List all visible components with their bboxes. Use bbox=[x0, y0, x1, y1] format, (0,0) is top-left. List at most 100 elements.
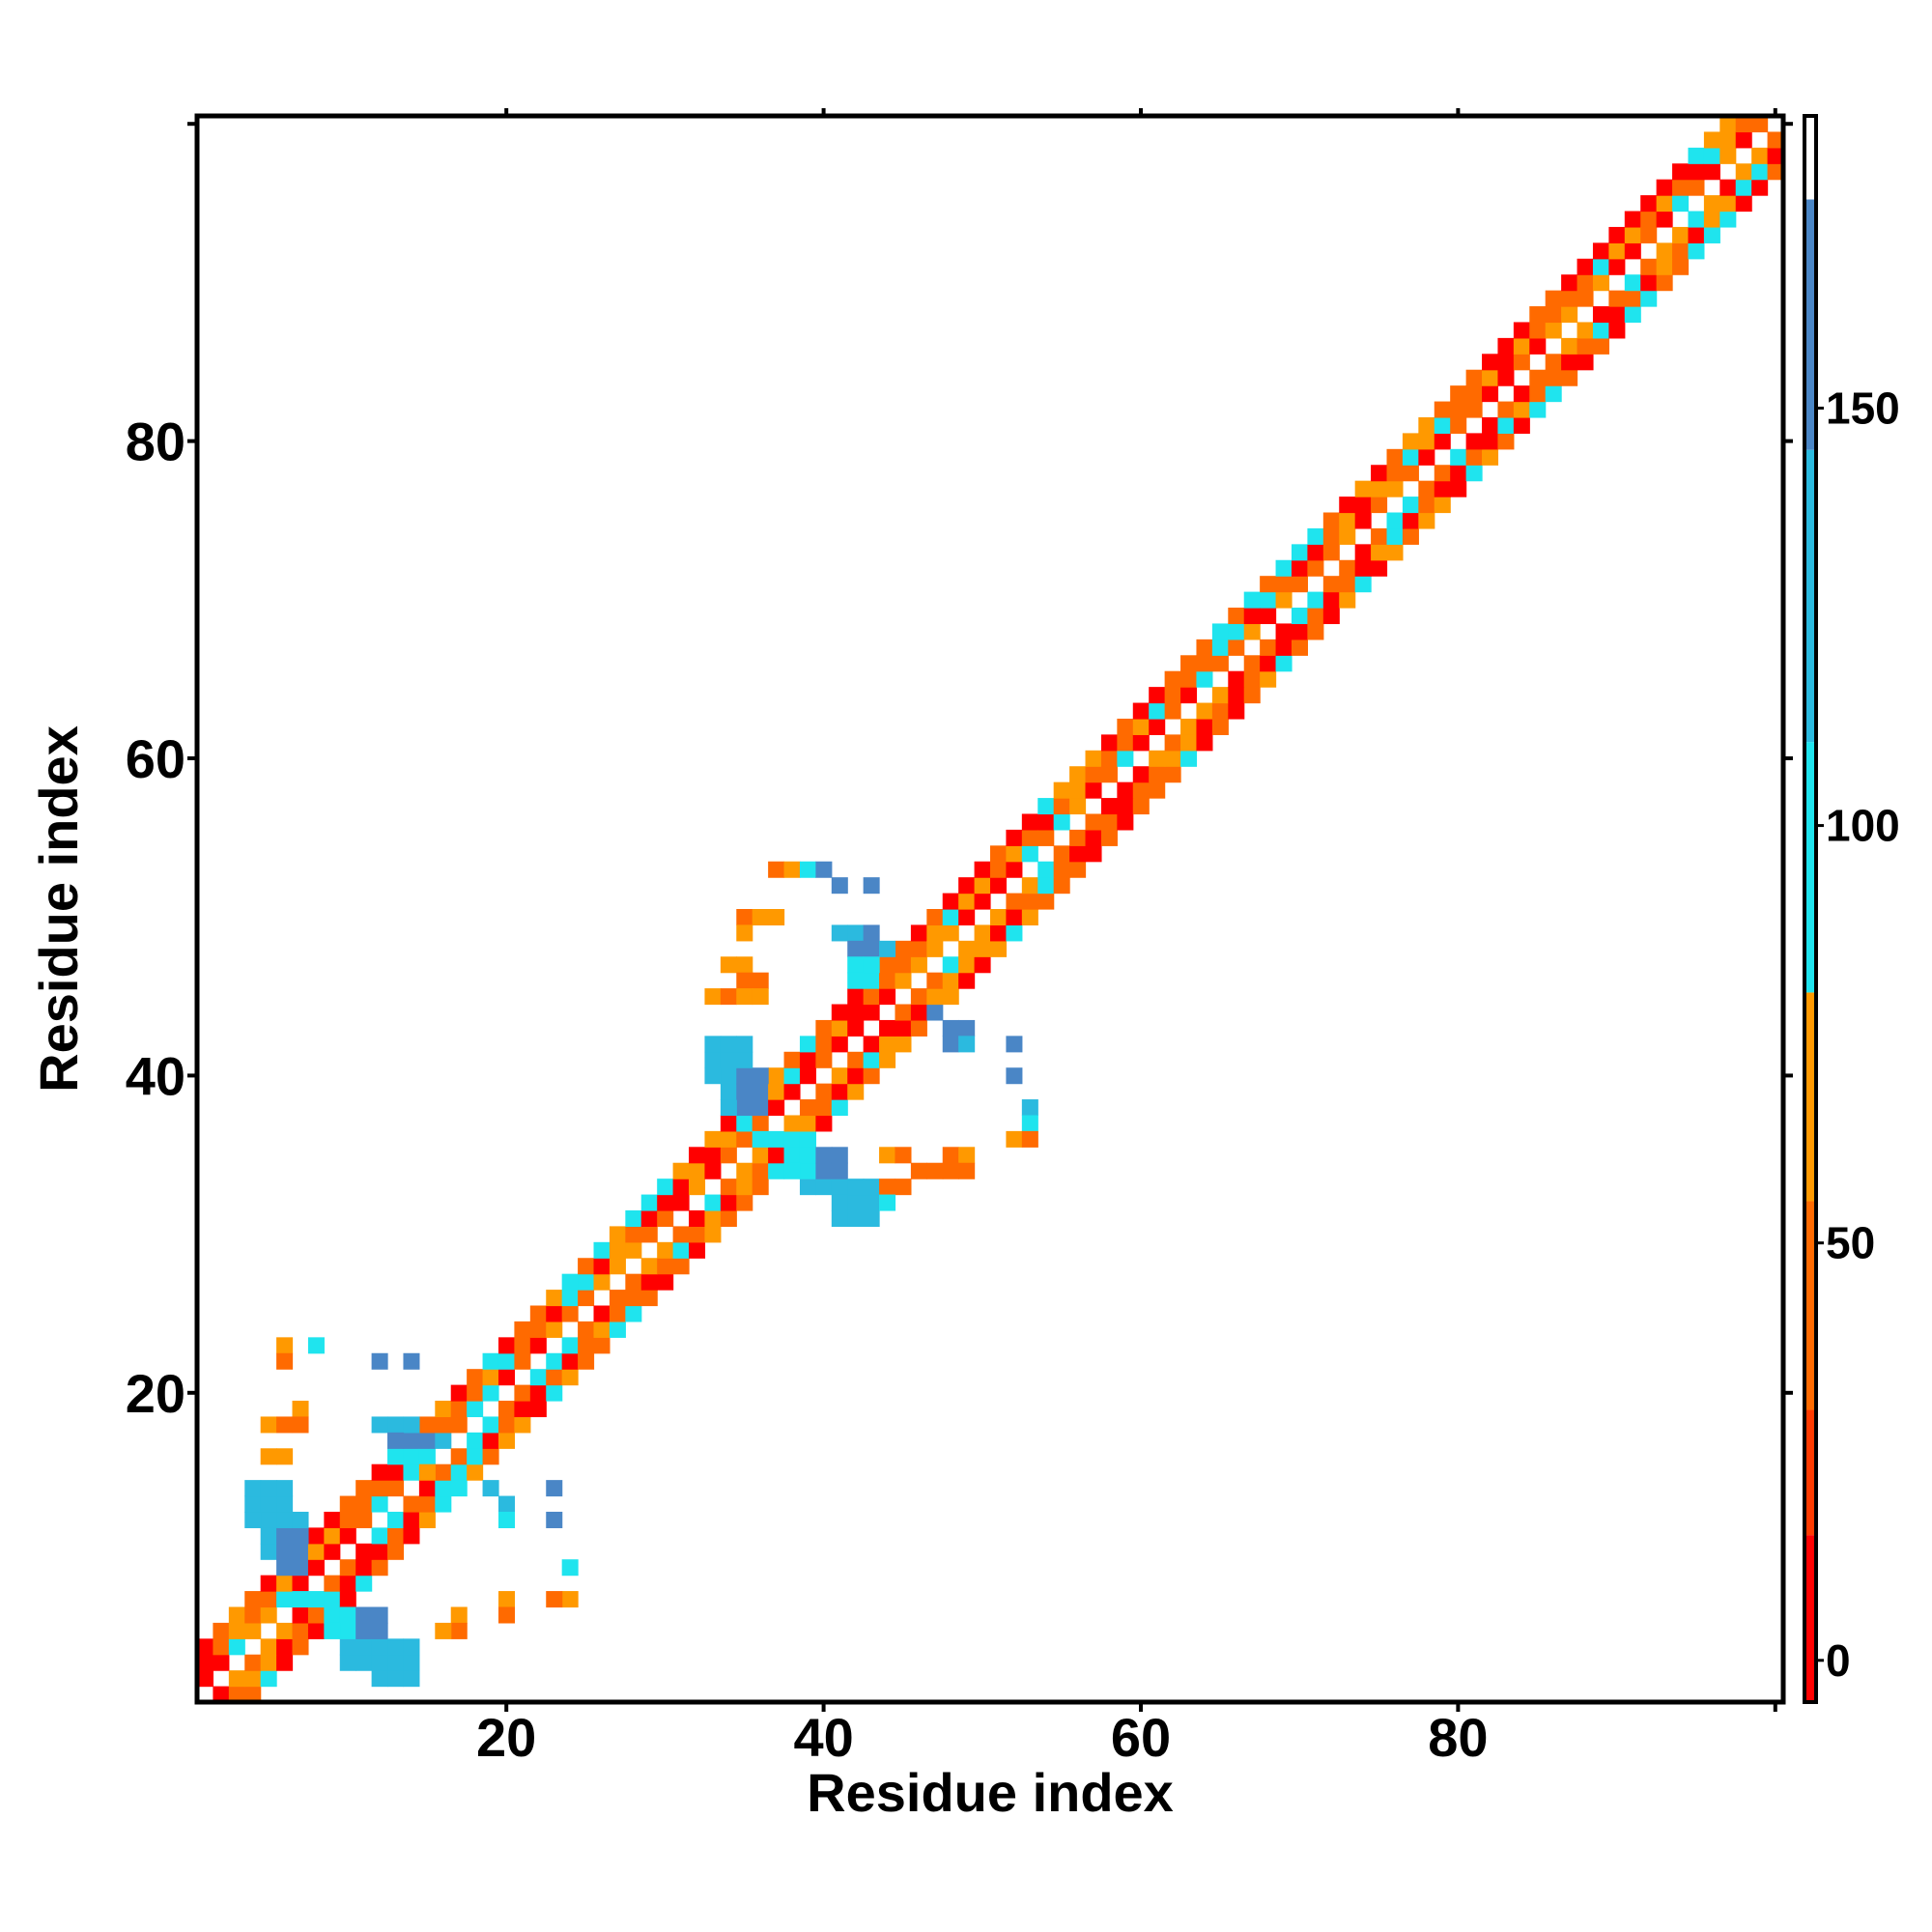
heatmap-cell bbox=[292, 1527, 309, 1545]
heatmap-cell bbox=[974, 877, 991, 895]
heatmap-cell bbox=[689, 1209, 706, 1227]
heatmap-cell bbox=[640, 1258, 658, 1275]
heatmap-cell bbox=[1164, 670, 1181, 688]
heatmap-cell bbox=[640, 1209, 658, 1227]
heatmap-cell bbox=[418, 1448, 436, 1465]
heatmap-cell bbox=[704, 1226, 722, 1243]
heatmap-cell bbox=[863, 956, 880, 974]
x-tick-label: 20 bbox=[476, 1707, 536, 1768]
heatmap-cell bbox=[815, 1147, 833, 1164]
heatmap-cell bbox=[324, 1622, 341, 1639]
heatmap-cell bbox=[640, 1290, 658, 1307]
heatmap-cell bbox=[1672, 163, 1690, 181]
heatmap-cell bbox=[355, 1622, 373, 1639]
heatmap-cell bbox=[704, 1194, 722, 1211]
heatmap-cell bbox=[561, 1369, 579, 1386]
heatmap-cell bbox=[1196, 702, 1213, 720]
heatmap-cell bbox=[1100, 766, 1118, 783]
heatmap-cell bbox=[863, 1179, 880, 1196]
heatmap-cell bbox=[387, 1527, 405, 1545]
heatmap-cell bbox=[831, 924, 848, 942]
heatmap-cell bbox=[1482, 448, 1499, 466]
heatmap-cell bbox=[879, 956, 896, 974]
heatmap-cell bbox=[1021, 877, 1038, 895]
heatmap-cell bbox=[1100, 734, 1118, 752]
heatmap-cell bbox=[1577, 337, 1594, 355]
heatmap-cell bbox=[672, 1241, 690, 1259]
heatmap-cell bbox=[403, 1511, 420, 1528]
heatmap-cell bbox=[1100, 798, 1118, 815]
x-tick-label: 60 bbox=[1111, 1707, 1171, 1768]
heatmap-cell bbox=[847, 940, 865, 957]
heatmap-cell bbox=[260, 1495, 277, 1513]
heatmap-cell bbox=[371, 1463, 388, 1481]
heatmap-cell bbox=[260, 1654, 277, 1671]
heatmap-cell bbox=[1688, 163, 1705, 181]
heatmap-cell bbox=[228, 1622, 245, 1639]
heatmap-cell bbox=[1719, 195, 1737, 213]
heatmap-cell bbox=[958, 1147, 976, 1164]
heatmap-cell bbox=[593, 1305, 611, 1322]
heatmap-cell bbox=[561, 1337, 579, 1354]
heatmap-cell bbox=[815, 1051, 833, 1068]
heatmap-cell bbox=[1624, 242, 1641, 260]
heatmap-cell bbox=[1418, 448, 1435, 466]
heatmap-cell bbox=[387, 1511, 405, 1528]
heatmap-cell bbox=[958, 893, 976, 910]
heatmap-cell bbox=[847, 1179, 865, 1196]
heatmap-cell bbox=[863, 940, 880, 957]
heatmap-cell bbox=[1243, 687, 1261, 704]
heatmap-cell bbox=[704, 1036, 722, 1053]
heatmap-cell bbox=[625, 1305, 642, 1322]
heatmap-cell bbox=[1577, 354, 1594, 371]
heatmap-cell bbox=[752, 1147, 769, 1164]
heatmap-cell bbox=[1053, 781, 1070, 799]
heatmap-cell bbox=[736, 1179, 753, 1196]
heatmap-cell bbox=[752, 1179, 769, 1196]
heatmap-cell bbox=[1291, 623, 1308, 640]
heatmap-cell bbox=[593, 1273, 611, 1291]
heatmap-cell bbox=[1497, 416, 1515, 434]
heatmap-cell bbox=[546, 1305, 563, 1322]
heatmap-cell bbox=[831, 877, 848, 895]
heatmap-cell bbox=[1164, 734, 1181, 752]
heatmap-cell bbox=[1703, 226, 1720, 243]
heatmap-cell bbox=[228, 1670, 245, 1688]
heatmap-cell bbox=[1402, 433, 1419, 450]
heatmap-cell bbox=[260, 1543, 277, 1560]
heatmap-cell bbox=[387, 1543, 405, 1560]
heatmap-cell bbox=[863, 988, 880, 1006]
heatmap-cell bbox=[1117, 734, 1134, 752]
heatmap-cell bbox=[276, 1416, 294, 1434]
heatmap-cell bbox=[1085, 845, 1102, 863]
heatmap-cell bbox=[497, 1401, 515, 1418]
heatmap-cell bbox=[260, 1575, 277, 1592]
heatmap-cell bbox=[1656, 179, 1673, 196]
heatmap-cell bbox=[1402, 527, 1419, 545]
heatmap-cell bbox=[768, 861, 785, 878]
heatmap-cell bbox=[213, 1686, 230, 1703]
heatmap-cell bbox=[355, 1654, 373, 1671]
heatmap-cell bbox=[292, 1638, 309, 1656]
heatmap-cell bbox=[260, 1511, 277, 1528]
heatmap-cell bbox=[1260, 670, 1277, 688]
heatmap-cell bbox=[847, 956, 865, 974]
heatmap-cell bbox=[657, 1241, 674, 1259]
heatmap-cell bbox=[371, 1480, 388, 1497]
heatmap-cell bbox=[1672, 179, 1690, 196]
heatmap-cell bbox=[260, 1448, 277, 1465]
heatmap-cell bbox=[450, 1622, 468, 1639]
heatmap-cell bbox=[1021, 813, 1038, 831]
heatmap-cell bbox=[435, 1432, 452, 1449]
heatmap-cell bbox=[371, 1654, 388, 1671]
heatmap-cell bbox=[292, 1622, 309, 1639]
heatmap-cell bbox=[1149, 702, 1166, 720]
heatmap-cell bbox=[625, 1290, 642, 1307]
heatmap-cell bbox=[339, 1622, 356, 1639]
heatmap-cell bbox=[942, 972, 959, 989]
heatmap-cell bbox=[1561, 306, 1578, 324]
heatmap-cell bbox=[625, 1226, 642, 1243]
heatmap-cell bbox=[1529, 306, 1547, 324]
heatmap-cell bbox=[768, 1147, 785, 1164]
heatmap-cell bbox=[1465, 465, 1483, 482]
